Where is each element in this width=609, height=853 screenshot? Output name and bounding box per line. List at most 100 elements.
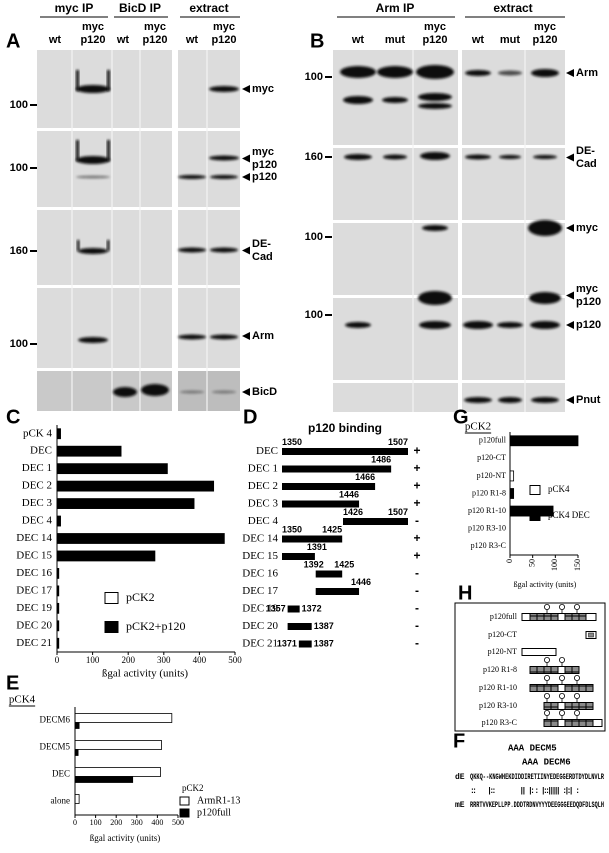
band	[180, 390, 204, 394]
blot	[333, 298, 458, 380]
band	[533, 155, 557, 159]
blot	[178, 210, 240, 285]
binding-region	[282, 535, 343, 543]
category-label: p120 R1-10	[468, 506, 506, 515]
construct-p120-r1-10	[529, 674, 594, 692]
range-start: 1426	[343, 507, 363, 517]
construct-label: p120-NT	[488, 647, 517, 656]
construct-label: p120-CT	[488, 630, 517, 639]
panel-letter: G	[453, 406, 469, 428]
construct-p120-r1-8	[529, 656, 580, 674]
category-label: DEC 16	[16, 567, 52, 579]
legend-label: pCK2+p120	[126, 619, 185, 633]
row-label: DEC 15	[242, 550, 278, 562]
band	[497, 322, 523, 328]
category-label: DECM5	[39, 742, 70, 752]
band	[209, 155, 239, 161]
band	[377, 66, 413, 78]
annotation: AAA DECM6	[522, 757, 571, 767]
site	[573, 603, 581, 614]
marker-label: 100	[10, 99, 28, 111]
lane-label: p120	[532, 34, 557, 46]
band	[530, 321, 560, 329]
band	[382, 97, 408, 103]
category-label: DEC 19	[16, 602, 52, 614]
marker-label: 100	[10, 162, 28, 174]
bar	[74, 767, 161, 777]
construct-p120-r3-c	[543, 709, 603, 727]
category-label: p120 R1-8	[472, 488, 506, 497]
site	[543, 709, 551, 720]
arrow	[566, 291, 574, 300]
category-label: DEC 21	[16, 637, 52, 649]
marker-label: 100	[305, 231, 323, 243]
x-tick-label: 0	[55, 655, 60, 665]
x-tick-label: 100	[550, 559, 559, 571]
band	[418, 103, 452, 109]
band	[113, 387, 137, 397]
band	[418, 93, 452, 101]
repeats	[543, 719, 594, 727]
range-start: 1357	[266, 603, 286, 613]
lane-label: wt	[116, 34, 130, 46]
construct-p120-nt	[521, 648, 557, 656]
row-label: DEC	[256, 445, 278, 457]
blot	[462, 50, 565, 145]
construct-label: p120 R1-10	[479, 683, 517, 692]
category-label: alone	[51, 796, 71, 806]
band-label: myc	[576, 283, 598, 295]
x-tick-label: 0	[505, 559, 514, 563]
bar	[56, 515, 61, 527]
lane-label: myc	[424, 21, 446, 33]
lane-label: myc	[534, 21, 556, 33]
binding-sign: -	[415, 601, 419, 615]
band	[210, 175, 238, 179]
category-label: p120-NT	[477, 471, 506, 480]
lane-label: wt	[351, 34, 365, 46]
panel-h	[454, 602, 606, 732]
range-end: 1486	[371, 454, 391, 464]
lane-label: myc	[144, 21, 166, 33]
binding-sign: +	[413, 549, 420, 563]
category-label: DEC 1	[22, 462, 52, 474]
lane-label: myc	[82, 21, 104, 33]
marker-label: 100	[10, 338, 28, 350]
range-end: 1425	[322, 524, 342, 534]
category-label: pCK 4	[23, 427, 53, 439]
bands	[340, 65, 562, 403]
binding-sign: -	[415, 514, 419, 528]
lane-label: p120	[80, 34, 105, 46]
band-label: myc	[252, 146, 274, 158]
blot	[462, 148, 565, 220]
band-label: Cad	[576, 158, 597, 170]
binding-sign: -	[415, 566, 419, 580]
band	[107, 70, 110, 91]
bar	[74, 794, 80, 804]
lane-label: wt	[185, 34, 199, 46]
binding-region	[315, 588, 360, 595]
band-label: p120	[252, 159, 277, 171]
category-label: DEC 3	[22, 497, 53, 509]
x-tick-label: 300	[131, 818, 143, 827]
repeat	[557, 613, 566, 621]
legend-label: ArmR1-13	[197, 795, 240, 806]
category-label: p120-CT	[477, 453, 506, 462]
band	[344, 154, 372, 160]
lane-dividers	[71, 50, 208, 411]
category-label: DEC 4	[22, 515, 53, 527]
arrow	[566, 69, 574, 77]
bar	[74, 740, 162, 750]
category-label: DEC 17	[16, 584, 52, 596]
row-label: DEC 4	[248, 515, 279, 527]
category-label: p120full	[479, 436, 507, 445]
band-label: DE-	[576, 145, 595, 157]
category-label: p120 R3-C	[471, 541, 506, 550]
site	[558, 656, 566, 667]
range-start: 1392	[304, 559, 324, 569]
bar	[56, 463, 168, 475]
band-label: BicD	[252, 386, 277, 398]
blot	[37, 131, 172, 207]
lane-label: mut	[385, 34, 406, 46]
lane-dividers	[412, 50, 526, 412]
group-title: Arm IP	[376, 1, 415, 15]
